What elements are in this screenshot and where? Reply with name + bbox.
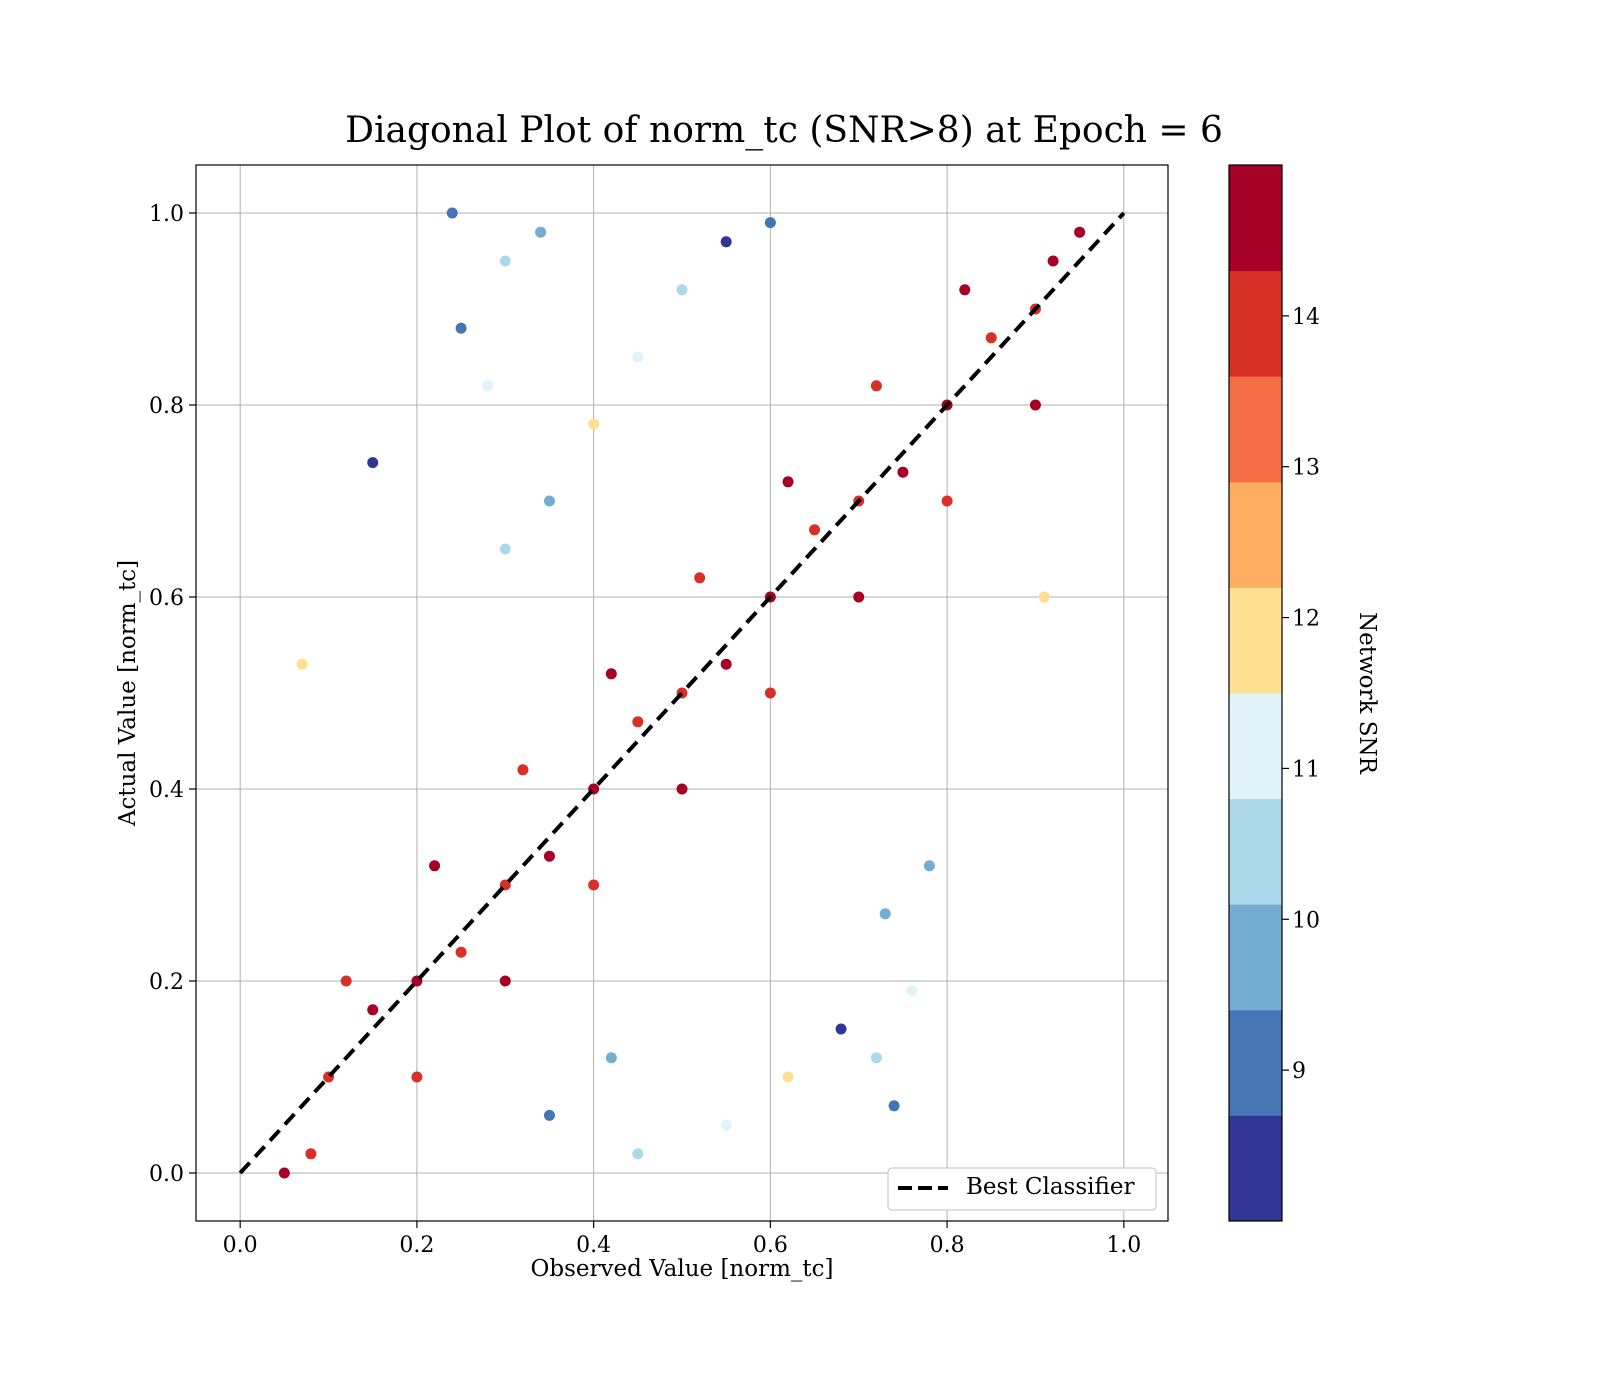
- scatter-point: [305, 1148, 317, 1160]
- colorbar-tick-label: 10: [1292, 908, 1320, 933]
- y-axis-ticks: 0.0 0.2 0.4 0.6 0.8 1.0: [149, 202, 196, 1187]
- colorbar-segment: [1229, 481, 1282, 588]
- x-tick-label: 0.4: [576, 1233, 611, 1258]
- gridlines: [196, 165, 1168, 1221]
- scatter-point: [535, 226, 547, 238]
- x-tick-label: 0.0: [223, 1233, 258, 1258]
- colorbar-tick-label: 12: [1292, 607, 1320, 632]
- colorbar-segment: [1229, 376, 1282, 483]
- scatter-point: [720, 658, 732, 670]
- scatter-point: [676, 284, 688, 296]
- scatter-point: [764, 687, 776, 699]
- colorbar-segment: [1229, 693, 1282, 800]
- legend-box: [887, 1167, 1157, 1211]
- colorbar-segment: [1229, 587, 1282, 694]
- scatter-point: [1047, 255, 1059, 267]
- scatter-point: [676, 783, 688, 795]
- colorbar-segment: [1229, 1009, 1282, 1116]
- colorbar-frame: [1228, 164, 1283, 1222]
- scatter-point: [340, 975, 352, 987]
- scatter-point: [543, 1109, 555, 1121]
- scatter-point: [455, 946, 467, 958]
- legend: Best Classifier: [887, 1167, 1157, 1211]
- scatter-point: [605, 668, 617, 680]
- scatter-point: [1038, 591, 1050, 603]
- scatter-point: [632, 716, 644, 728]
- scatter-point: [870, 380, 882, 392]
- scatter-point: [923, 860, 935, 872]
- scatter-point: [1029, 399, 1041, 411]
- scatter-point: [411, 1071, 423, 1083]
- scatter-point: [455, 322, 467, 334]
- colorbar-tick-label: 13: [1292, 456, 1320, 481]
- scatter-point: [543, 495, 555, 507]
- legend-label-best-classifier: Best Classifier: [966, 1174, 1134, 1200]
- scatter-point: [720, 1119, 732, 1131]
- x-tick-label: 0.6: [753, 1233, 788, 1258]
- y-tick-label: 0.4: [149, 778, 184, 803]
- scatter-point: [694, 572, 706, 584]
- scatter-point: [632, 351, 644, 363]
- scatter-point: [499, 543, 511, 555]
- y-tick-label: 0.8: [149, 394, 184, 419]
- scatter-point: [809, 524, 821, 536]
- colorbar-segment: [1229, 798, 1282, 905]
- chart-title: Diagonal Plot of norm_tc (SNR>8) at Epoc…: [345, 110, 1223, 151]
- scatter-point: [499, 975, 511, 987]
- y-tick-label: 1.0: [149, 202, 184, 227]
- scatter-point: [853, 591, 865, 603]
- scatter-point: [1074, 226, 1086, 238]
- scatter-point: [782, 1071, 794, 1083]
- y-tick-label: 0.0: [149, 1162, 184, 1187]
- scatter-point: [367, 1004, 379, 1016]
- colorbar-segment: [1229, 270, 1282, 377]
- plot-frame: [195, 164, 1169, 1222]
- colorbar-segment: [1229, 165, 1282, 272]
- scatter-point: [870, 1052, 882, 1064]
- best-classifier-line: [238, 211, 1126, 1175]
- y-tick-label: 0.6: [149, 586, 184, 611]
- x-tick-label: 0.2: [399, 1233, 434, 1258]
- scatter-point: [906, 985, 918, 997]
- scatter-point: [888, 1100, 900, 1112]
- y-axis-label: Actual Value [norm_tc]: [115, 560, 141, 827]
- scatter-point: [959, 284, 971, 296]
- scatter-point: [985, 332, 997, 344]
- colorbar: 9 10 11 12 13 14: [1228, 164, 1320, 1222]
- scatter-point: [782, 476, 794, 488]
- scatter-point: [941, 495, 953, 507]
- scatter-point: [543, 850, 555, 862]
- x-axis-label: Observed Value [norm_tc]: [531, 1256, 834, 1282]
- x-tick-label: 0.8: [930, 1233, 965, 1258]
- scatter-point: [588, 879, 600, 891]
- scatter-point: [499, 255, 511, 267]
- y-tick-label: 0.2: [149, 970, 184, 995]
- colorbar-label: Network SNR: [1354, 612, 1380, 775]
- scatter-point: [446, 207, 458, 219]
- scatter-point: [897, 466, 909, 478]
- scatter-point: [482, 380, 494, 392]
- scatter-point: [835, 1023, 847, 1035]
- x-axis-ticks: 0.0 0.2 0.4 0.6 0.8 1.0: [223, 1221, 1141, 1258]
- colorbar-segment: [1229, 1115, 1282, 1222]
- scatter-point: [296, 658, 308, 670]
- scatter-point: [517, 764, 529, 776]
- scatter-point: [367, 457, 379, 469]
- colorbar-tick-label: 9: [1292, 1059, 1306, 1084]
- colorbar-tick-label: 14: [1292, 305, 1320, 330]
- scatter-point: [632, 1148, 644, 1160]
- scatter-point: [605, 1052, 617, 1064]
- colorbar-segment: [1229, 904, 1282, 1011]
- scatter-point: [278, 1167, 290, 1179]
- scatter-point: [588, 418, 600, 430]
- scatter-point: [720, 236, 732, 248]
- scatter-point: [764, 217, 776, 229]
- scatter-point: [879, 908, 891, 920]
- scatter-point: [429, 860, 441, 872]
- x-tick-label: 1.0: [1106, 1233, 1141, 1258]
- colorbar-tick-label: 11: [1292, 757, 1320, 782]
- plot-area: [195, 164, 1169, 1222]
